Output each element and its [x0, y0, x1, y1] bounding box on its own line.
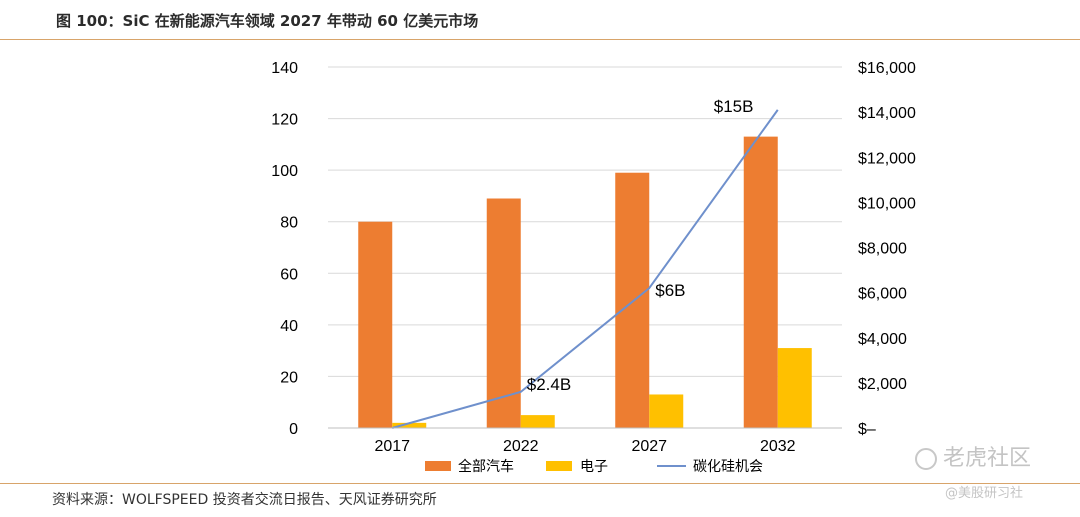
legend-label-sic: 碳化硅机会 [693, 459, 763, 475]
left-y-tick-label: 0 [289, 421, 298, 438]
figure-title: 图 100：SiC 在新能源汽车领域 2027 年带动 60 亿美元市场 [56, 12, 479, 30]
bar-ev [615, 172, 650, 428]
bar-ev [358, 221, 393, 428]
right-y-tick-label: $2,000 [858, 376, 907, 393]
left-y-tick-label: 80 [280, 215, 298, 232]
source-divider [0, 483, 1080, 484]
x-tick-label: 2027 [631, 438, 667, 455]
left-y-tick-label: 40 [280, 318, 298, 335]
left-y-axis: 0 20 40 60 80 100 120 140 [271, 60, 298, 438]
right-y-tick-label: $8,000 [858, 241, 907, 258]
source-note: 资料来源：WOLFSPEED 投资者交流日报告、天风证券研究所 [52, 492, 437, 508]
left-y-tick-label: 60 [280, 266, 298, 283]
right-y-tick-label: $12,000 [858, 150, 916, 167]
title-divider [0, 39, 1080, 40]
bar-electronics [777, 348, 812, 428]
left-y-tick-label: 140 [271, 60, 298, 77]
bar-ev [743, 136, 778, 428]
right-y-tick-label: $6,000 [858, 286, 907, 303]
x-tick-label: 2017 [374, 438, 410, 455]
watermark: 老虎社区 [915, 440, 1031, 472]
watermark-sub: @美股研习社 [945, 486, 1024, 501]
right-y-tick-label: $16,000 [858, 60, 916, 77]
right-y-tick-label: $14,000 [858, 105, 916, 122]
legend-swatch-ev [425, 461, 451, 471]
data-label: $15B [714, 97, 754, 116]
legend: 全部汽车 电子 碳化硅机会 [425, 458, 763, 475]
bars [358, 136, 812, 428]
bar-electronics [392, 422, 427, 428]
x-tick-label: 2032 [760, 438, 796, 455]
data-label: $2.4B [527, 375, 571, 394]
x-tick-label: 2022 [503, 438, 539, 455]
watermark-text: 老虎社区 [943, 446, 1032, 471]
legend-label-ev: 全部汽车 [458, 458, 514, 475]
left-y-tick-label: 20 [280, 369, 298, 386]
right-y-tick-label: $10,000 [858, 195, 916, 212]
x-axis: 2017 2022 2027 2032 [328, 427, 842, 455]
watermark-logo-icon [915, 448, 937, 470]
bar-ev [486, 198, 521, 428]
line-sic [391, 109, 779, 429]
legend-swatch-electronics [546, 461, 572, 471]
left-y-tick-label: 120 [271, 112, 298, 129]
right-y-axis: $– $2,000 $4,000 $6,000 $8,000 $10,000 $12,000… [858, 60, 916, 438]
bar-electronics [649, 394, 684, 428]
right-y-tick-label: $4,000 [858, 331, 907, 348]
data-label: $6B [655, 281, 685, 300]
sic-opportunity-line [391, 109, 779, 429]
left-y-tick-label: 100 [271, 163, 298, 180]
annotations: $2.4B $6B $15B [527, 97, 754, 394]
bar-electronics [520, 415, 555, 428]
legend-label-electronics: 电子 [580, 459, 608, 475]
right-y-tick-label: $– [858, 421, 876, 438]
